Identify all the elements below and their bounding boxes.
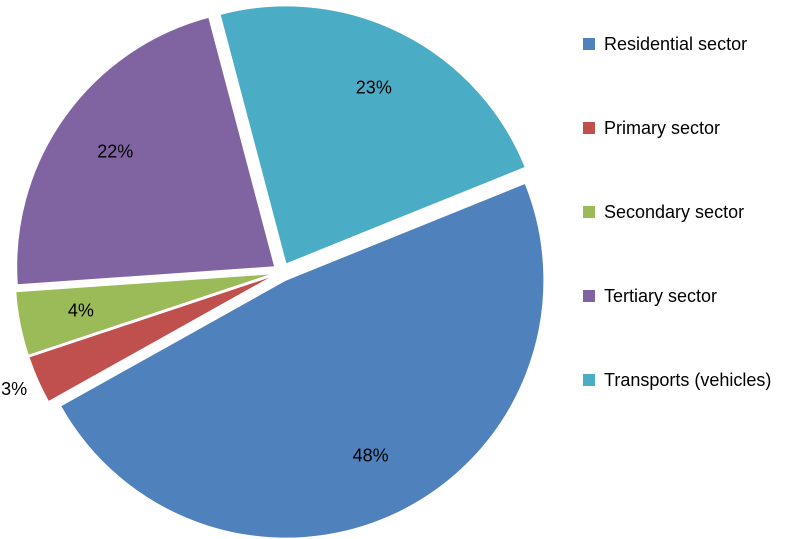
legend-label: Transports (vehicles) xyxy=(604,370,772,390)
legend-entry: Transports (vehicles) xyxy=(583,368,793,452)
data-label: 4% xyxy=(68,301,94,321)
legend-swatch xyxy=(583,122,595,134)
data-label: 48% xyxy=(353,446,389,466)
data-label: 22% xyxy=(97,141,133,161)
legend-swatch xyxy=(583,38,595,50)
pie-slice xyxy=(28,275,275,403)
pie-area: 48% 3% 4% 22% 23% xyxy=(1,5,545,539)
pie-slice xyxy=(16,16,276,286)
legend-swatch xyxy=(583,206,595,218)
legend-entry: Secondary sector xyxy=(583,200,793,284)
legend-label: Residential sector xyxy=(604,34,748,54)
legend-swatch xyxy=(583,290,595,302)
pie-slice xyxy=(59,182,545,539)
legend-label: Tertiary sector xyxy=(604,286,718,306)
legend-entry: Residential sector xyxy=(583,32,793,116)
legend: Residential sector Primary sector Secondar… xyxy=(583,32,793,452)
legend-label: Primary sector xyxy=(604,118,721,138)
pie-slice xyxy=(15,273,274,356)
legend-entry: Tertiary sector xyxy=(583,284,793,368)
data-label: 23% xyxy=(356,77,392,97)
pie-slice xyxy=(219,5,526,265)
data-label: 3% xyxy=(1,379,27,399)
legend-entry: Primary sector xyxy=(583,116,793,200)
legend-label: Secondary sector xyxy=(604,202,745,222)
legend-swatch xyxy=(583,374,595,386)
